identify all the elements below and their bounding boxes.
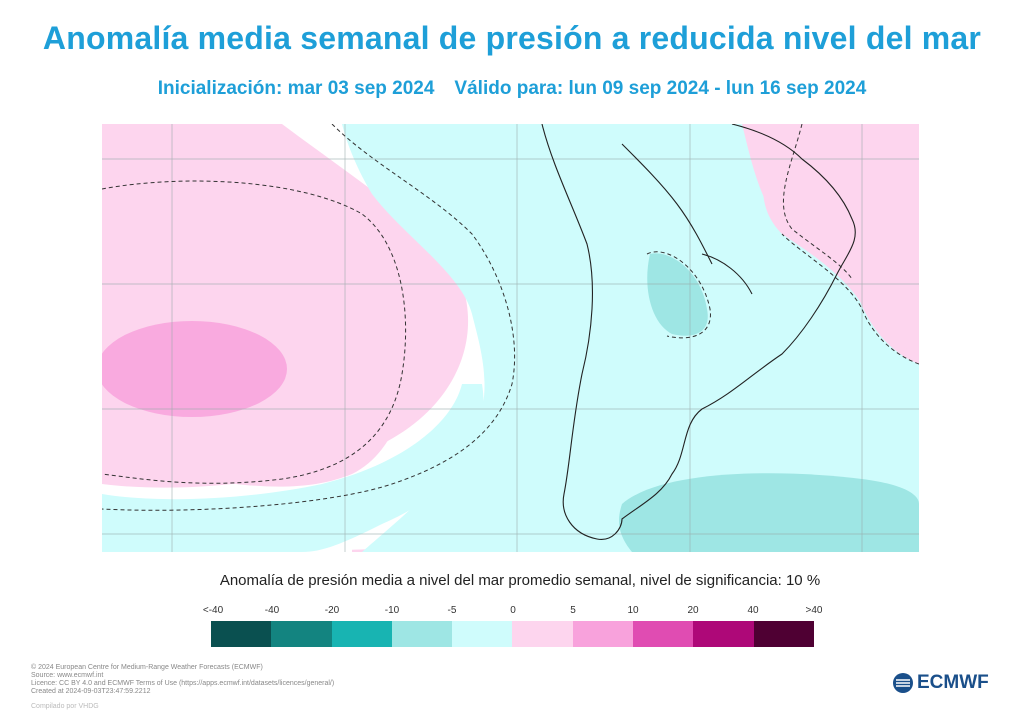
cb-label: >40 bbox=[805, 605, 823, 616]
footer-line: Created at 2024-09-03T23:47:59.2212 bbox=[31, 688, 151, 695]
logo-text: ECMWF bbox=[917, 672, 989, 693]
negative-core-2 bbox=[619, 473, 919, 552]
cb-label: -10 bbox=[384, 605, 400, 616]
positive-atlantic bbox=[763, 124, 919, 354]
anomaly-map bbox=[102, 124, 919, 552]
colorbar bbox=[211, 621, 814, 647]
cb-swatch bbox=[211, 621, 272, 647]
cb-swatch bbox=[271, 621, 332, 647]
cb-label: 20 bbox=[687, 605, 699, 616]
compiled-by: Compilado por VHDG bbox=[31, 703, 99, 710]
cb-label: 0 bbox=[510, 605, 516, 616]
colorbar-caption: Anomalía de presión media a nivel del ma… bbox=[219, 572, 821, 589]
cb-label: 10 bbox=[627, 605, 639, 616]
cb-label: <-40 bbox=[202, 605, 224, 616]
map-subtitle: Inicialización: mar 03 sep 2024 Válido pa… bbox=[0, 78, 1024, 100]
land-outline bbox=[541, 124, 856, 540]
footer-line: Licence: CC BY 4.0 and ECMWF Terms of Us… bbox=[31, 680, 335, 687]
ecmwf-logo: ECMWF bbox=[892, 672, 989, 694]
cb-label: -20 bbox=[324, 605, 340, 616]
cb-swatch bbox=[391, 621, 453, 647]
negative-region-2 bbox=[102, 384, 484, 552]
significance-contours bbox=[102, 124, 919, 511]
map-title: Anomalía media semanal de presión a redu… bbox=[42, 20, 982, 56]
cb-swatch bbox=[753, 621, 814, 647]
negative-core-1 bbox=[647, 253, 708, 336]
footer-line: © 2024 European Centre for Medium-Range … bbox=[31, 664, 263, 671]
init-date: Inicialización: mar 03 sep 2024 bbox=[157, 78, 435, 99]
graticule bbox=[102, 124, 919, 552]
ecmwf-logo-icon bbox=[893, 673, 913, 693]
cb-label: -5 bbox=[447, 605, 457, 616]
footer-line: Source: www.ecmwf.int bbox=[31, 672, 104, 679]
cb-swatch bbox=[572, 621, 634, 647]
cb-swatch bbox=[331, 621, 392, 647]
cb-label: 5 bbox=[570, 605, 576, 616]
negative-region bbox=[342, 124, 919, 552]
cb-swatch bbox=[512, 621, 573, 647]
cb-label: -40 bbox=[264, 605, 280, 616]
valid-range: Válido para: lun 09 sep 2024 - lun 16 se… bbox=[454, 78, 867, 99]
colorbar-labels: <-40 -40 -20 -10 -5 0 5 10 20 40 >40 bbox=[196, 605, 836, 619]
cb-swatch bbox=[693, 621, 754, 647]
positive-core bbox=[102, 321, 287, 417]
cb-swatch bbox=[633, 621, 694, 647]
cb-label: 40 bbox=[747, 605, 759, 616]
copyright-footer: © 2024 European Centre for Medium-Range … bbox=[31, 664, 334, 696]
cb-swatch bbox=[452, 621, 513, 647]
